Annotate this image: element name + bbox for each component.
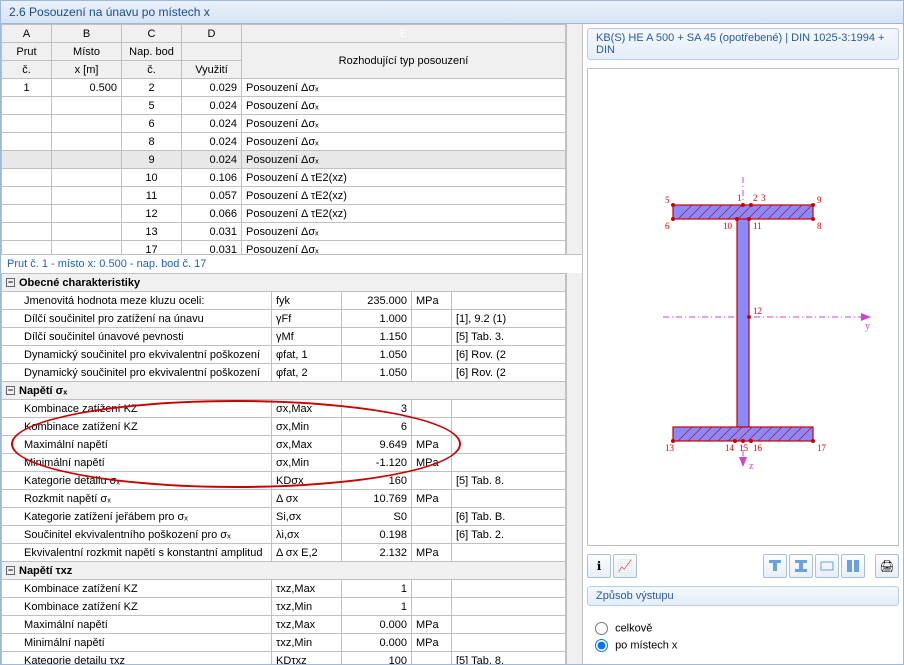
- detail-row[interactable]: Dílčí součinitel únavové pevnostiγMf1.15…: [2, 328, 566, 346]
- table-row[interactable]: 110.057Posouzení Δ τE2(xz): [2, 187, 566, 205]
- app-window: 2.6 Posouzení na únavu po místech x A B …: [0, 0, 904, 665]
- option-overall[interactable]: celkově: [595, 620, 891, 637]
- svg-text:14: 14: [725, 443, 735, 453]
- col-E: E: [242, 25, 566, 43]
- output-section-title: Způsob výstupu: [587, 586, 899, 606]
- group-header[interactable]: −Napětí σₓ: [2, 382, 566, 400]
- view2-button[interactable]: [789, 554, 813, 578]
- detail-row[interactable]: Maximální napětíσx,Max9.649MPa: [2, 436, 566, 454]
- table-row[interactable]: 100.106Posouzení Δ τE2(xz): [2, 169, 566, 187]
- detail-row[interactable]: Kategorie zatížení jeřábem pro σₓSi,σxS0…: [2, 508, 566, 526]
- detail-row[interactable]: Dynamický součinitel pro ekvivalentní po…: [2, 346, 566, 364]
- svg-text:1: 1: [737, 193, 742, 203]
- svg-text:8: 8: [817, 221, 822, 231]
- view1-button[interactable]: [763, 554, 787, 578]
- table-row[interactable]: 120.066Posouzení Δ τE2(xz): [2, 205, 566, 223]
- print-button[interactable]: 🖨: [875, 554, 899, 578]
- detail-row[interactable]: Kombinace zatížení KZσx,Min6: [2, 418, 566, 436]
- svg-text:17: 17: [817, 443, 827, 453]
- svg-text:11: 11: [753, 221, 762, 231]
- svg-text:15: 15: [739, 443, 749, 453]
- col-D: D: [182, 25, 242, 43]
- detail-row[interactable]: Rozkmit napětí σₓΔ σx10.769MPa: [2, 490, 566, 508]
- svg-text:9: 9: [817, 195, 822, 205]
- table-row[interactable]: 170.031Posouzení Δσₓ: [2, 241, 566, 255]
- svg-text:16: 16: [753, 443, 763, 453]
- view4-button[interactable]: [841, 554, 865, 578]
- detail-row[interactable]: Maximální napětíτxz,Max0.000MPa: [2, 616, 566, 634]
- graph-button[interactable]: 📈: [613, 554, 637, 578]
- detail-row[interactable]: Kombinace zatížení KZτxz,Min1: [2, 598, 566, 616]
- detail-row[interactable]: Kombinace zatížení KZτxz,Max1: [2, 580, 566, 598]
- results-table[interactable]: A B C D E Prut Místo Nap. bod Rozhodujíc…: [1, 24, 566, 254]
- group-header[interactable]: −Obecné charakteristiky: [2, 274, 566, 292]
- svg-text:3: 3: [761, 193, 766, 203]
- group-header[interactable]: −Napětí τxz: [2, 562, 566, 580]
- detail-row[interactable]: Kombinace zatížení KZσx,Max3: [2, 400, 566, 418]
- table-row[interactable]: 80.024Posouzení Δσₓ: [2, 133, 566, 151]
- detail-row[interactable]: Minimální napětíτxz,Min0.000MPa: [2, 634, 566, 652]
- col-C: C: [122, 25, 182, 43]
- view3-button[interactable]: [815, 554, 839, 578]
- svg-text:2: 2: [753, 193, 758, 203]
- section-title: KB(S) HE A 500 + SA 45 (opotřebené) | DI…: [587, 28, 899, 60]
- option-by-x[interactable]: po místech x: [595, 637, 891, 654]
- table-row[interactable]: 50.024Posouzení Δσₓ: [2, 97, 566, 115]
- col-B: B: [52, 25, 122, 43]
- detail-header: Prut č. 1 - místo x: 0.500 - nap. bod č.…: [1, 254, 582, 273]
- detail-row[interactable]: Minimální napětíσx,Min-1.120MPa: [2, 454, 566, 472]
- table-row[interactable]: 60.024Posouzení Δσₓ: [2, 115, 566, 133]
- output-options: celkově po místech x: [587, 614, 899, 660]
- table-row[interactable]: 10.50020.029Posouzení Δσₓ: [2, 79, 566, 97]
- svg-text:z: z: [749, 461, 754, 472]
- detail-row[interactable]: Součinitel ekvivalentního poškození pro …: [2, 526, 566, 544]
- window-title: 2.6 Posouzení na únavu po místech x: [1, 1, 903, 24]
- svg-text:6: 6: [665, 221, 670, 231]
- detail-table[interactable]: −Obecné charakteristikyJmenovitá hodnota…: [1, 273, 566, 664]
- table-row[interactable]: 90.024Posouzení Δσₓ: [2, 151, 566, 169]
- detail-row[interactable]: Ekvivalentní rozkmit napětí s konstantní…: [2, 544, 566, 562]
- diagram-toolbar: ℹ 📈 🖨: [583, 550, 903, 582]
- svg-text:5: 5: [665, 195, 670, 205]
- svg-text:y: y: [865, 321, 870, 332]
- svg-text:12: 12: [753, 306, 762, 316]
- table-row[interactable]: 130.031Posouzení Δσₓ: [2, 223, 566, 241]
- detail-row[interactable]: Dílčí součinitel pro zatížení na únavuγF…: [2, 310, 566, 328]
- svg-text:10: 10: [723, 221, 733, 231]
- detail-row[interactable]: Dynamický součinitel pro ekvivalentní po…: [2, 364, 566, 382]
- detail-row[interactable]: Kategorie detailu σₓKDσx160[5] Tab. 8.: [2, 472, 566, 490]
- vertical-scrollbar[interactable]: [566, 273, 582, 664]
- col-A: A: [2, 25, 52, 43]
- cross-section-diagram[interactable]: z y 1 2: [587, 68, 899, 546]
- svg-text:13: 13: [665, 443, 675, 453]
- detail-row[interactable]: Jmenovitá hodnota meze kluzu oceli:fyk23…: [2, 292, 566, 310]
- info-button[interactable]: ℹ: [587, 554, 611, 578]
- vertical-scrollbar[interactable]: [566, 24, 582, 254]
- detail-row[interactable]: Kategorie detailu τxzKDτxz100[5] Tab. 8.: [2, 652, 566, 665]
